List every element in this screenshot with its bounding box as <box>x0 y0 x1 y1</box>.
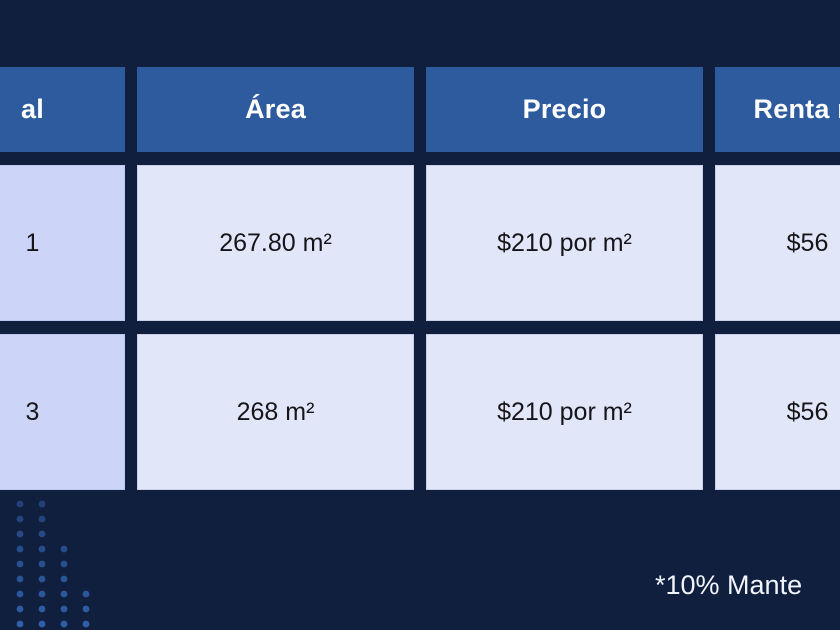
cell-partial-left: 3 <box>0 334 125 490</box>
column-header-label: al <box>21 94 44 124</box>
cell-value: $210 por m² <box>497 397 632 426</box>
dot-matrix-decoration <box>16 500 90 628</box>
column-header-label: Precio <box>522 94 607 124</box>
cell-renta: $56 <box>715 334 840 490</box>
cell-value: $56 <box>786 397 829 426</box>
cell-value: 3 <box>25 397 40 426</box>
cell-precio: $210 por m² <box>426 334 703 490</box>
cell-value: 268 m² <box>236 397 315 426</box>
table-row: 1 267.80 m² $210 por m² $56 <box>0 165 840 321</box>
column-header-area: Área <box>137 67 414 152</box>
footnote-text: *10% Mante <box>655 570 803 600</box>
cell-value: 1 <box>25 228 40 257</box>
cell-value: $210 por m² <box>497 228 632 257</box>
footnote: *10% Mante <box>0 570 840 601</box>
cell-area: 267.80 m² <box>137 165 414 321</box>
cell-value: $56 <box>786 228 829 257</box>
cell-partial-left: 1 <box>0 165 125 321</box>
cell-area: 268 m² <box>137 334 414 490</box>
cell-renta: $56 <box>715 165 840 321</box>
cell-value: 267.80 m² <box>219 228 332 257</box>
column-header-label: Renta m <box>753 94 840 124</box>
table-header-row: al Área Precio Renta m <box>0 67 840 152</box>
table-row: 3 268 m² $210 por m² $56 <box>0 334 840 490</box>
column-header-precio: Precio <box>426 67 703 152</box>
pricing-table: al Área Precio Renta m 1 267.80 m² $210 … <box>0 67 840 503</box>
cell-precio: $210 por m² <box>426 165 703 321</box>
column-header-renta: Renta m <box>715 67 840 152</box>
column-header-partial-left: al <box>0 67 125 152</box>
column-header-label: Área <box>245 94 306 124</box>
